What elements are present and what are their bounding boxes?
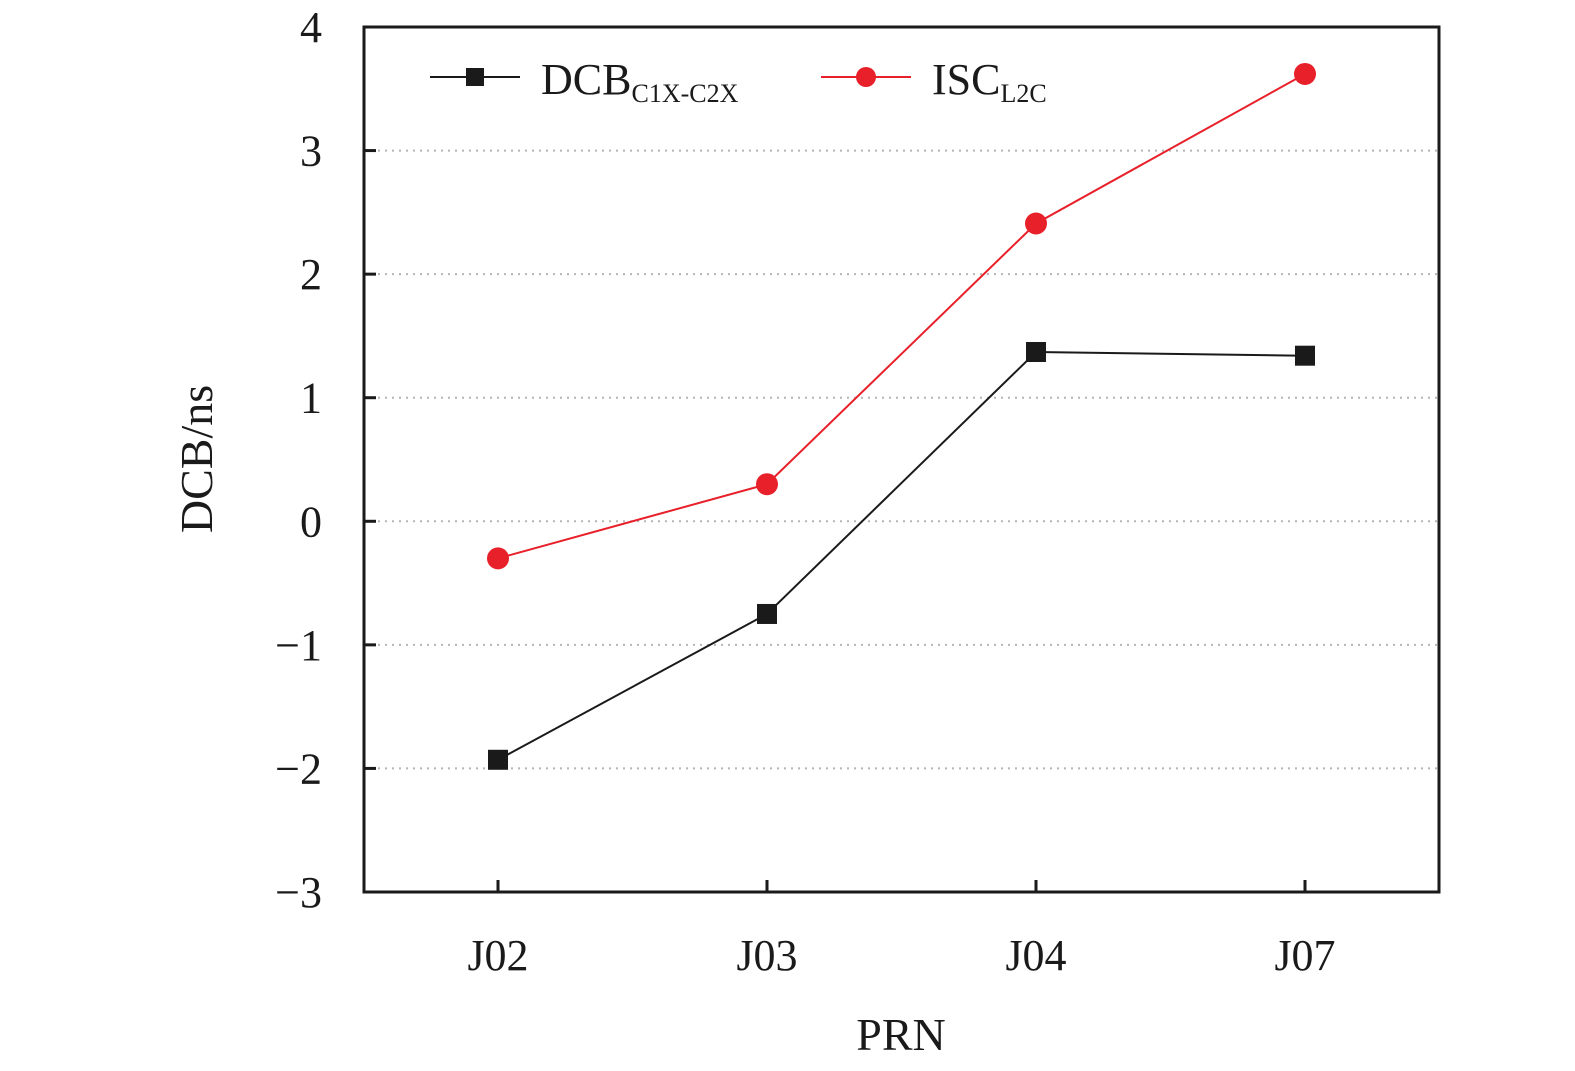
x-tick-label: J03	[736, 931, 797, 980]
data-point-isc	[1025, 212, 1047, 235]
y-axis: −3 −2 −1 0 1 2 3 4	[275, 3, 376, 917]
plot-frame	[362, 25, 1441, 894]
data-point-isc	[756, 473, 778, 496]
data-point-dcb	[1295, 345, 1315, 366]
data-point-dcb	[757, 603, 777, 624]
x-tick-label: J07	[1274, 931, 1335, 980]
legend-label-dcb: DCBC1X-C2X	[541, 55, 739, 108]
data-point-dcb	[488, 749, 508, 770]
legend-label-dcb-sub: C1X-C2X	[631, 79, 738, 108]
y-tick-label: 3	[300, 127, 322, 176]
data-point-dcb	[1026, 341, 1046, 362]
y-tick-label: −2	[275, 744, 322, 793]
x-axis: J02 J03 J04 J07	[467, 880, 1336, 980]
legend-item-isc: ISCL2C	[821, 55, 1047, 108]
y-tick-label: 2	[300, 250, 322, 299]
data-point-isc	[487, 547, 509, 570]
y-tick-label: 1	[300, 374, 322, 423]
series-line-dcb	[497, 350, 1306, 761]
y-tick-label: −3	[275, 868, 322, 917]
y-axis-title: DCB/ns	[171, 385, 222, 533]
y-tick-label: 0	[300, 497, 322, 546]
legend-item-dcb: DCBC1X-C2X	[430, 55, 739, 108]
y-tick-label: −1	[275, 621, 322, 670]
legend: DCBC1X-C2X ISCL2C	[430, 55, 1047, 108]
x-axis-title: PRN	[856, 1009, 945, 1060]
series-line-isc	[497, 73, 1306, 560]
series-layer	[487, 62, 1316, 770]
x-tick-label: J04	[1005, 931, 1066, 980]
x-tick-label: J02	[467, 931, 528, 980]
y-tick-label: 4	[300, 3, 322, 52]
legend-label-isc-main: ISC	[932, 55, 1000, 104]
legend-label-isc: ISCL2C	[932, 55, 1047, 108]
legend-label-dcb-main: DCB	[541, 55, 631, 104]
gridlines	[364, 149, 1439, 770]
data-point-isc	[1294, 62, 1316, 85]
legend-label-isc-sub: L2C	[1000, 79, 1046, 108]
legend-marker-dcb	[466, 68, 484, 86]
legend-marker-isc	[856, 67, 876, 87]
